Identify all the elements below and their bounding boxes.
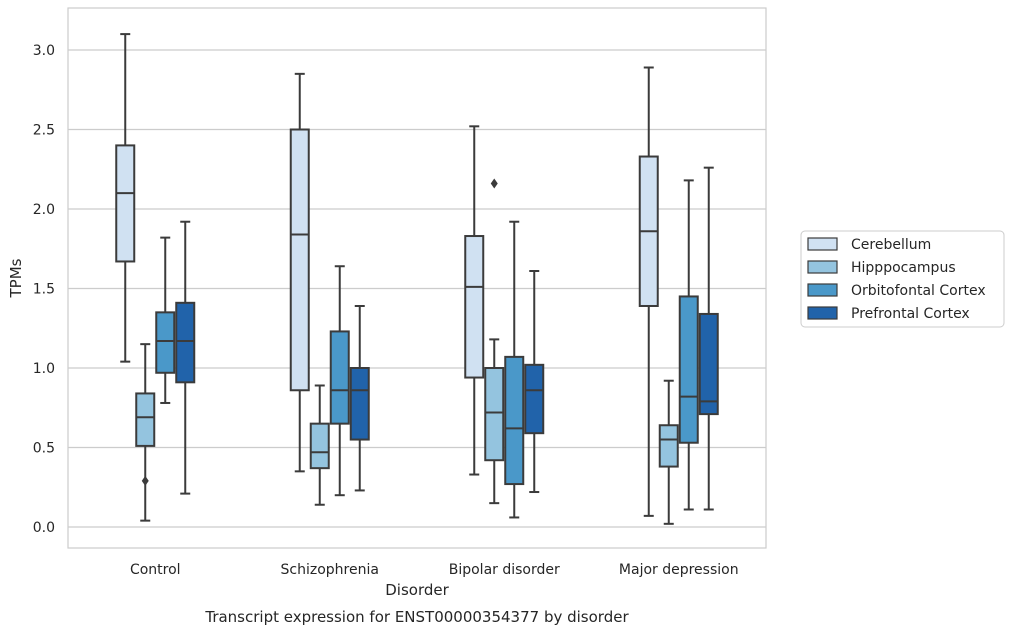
legend-item: Orbitofontal Cortex bbox=[807, 283, 986, 299]
box-group bbox=[698, 166, 719, 511]
box bbox=[349, 367, 370, 441]
legend-swatch bbox=[807, 237, 838, 251]
x-tick-label: Bipolar disorder bbox=[449, 562, 560, 578]
y-axis-label: TPMs bbox=[7, 258, 25, 298]
box bbox=[135, 392, 156, 447]
box-group bbox=[135, 343, 156, 522]
y-tick-label: 2.0 bbox=[33, 202, 55, 218]
box bbox=[329, 330, 350, 425]
box bbox=[524, 363, 545, 435]
x-tick-label: Control bbox=[130, 562, 181, 578]
box bbox=[504, 355, 525, 486]
box-group bbox=[678, 179, 699, 511]
outlier-point bbox=[490, 178, 498, 189]
box-group bbox=[524, 270, 545, 494]
box bbox=[175, 301, 196, 384]
legend-label: Prefrontal Cortex bbox=[851, 306, 970, 322]
box-group bbox=[329, 265, 350, 497]
chart-caption: Transcript expression for ENST0000035437… bbox=[204, 608, 629, 626]
outlier-point bbox=[141, 475, 149, 486]
box bbox=[678, 295, 699, 444]
box-group bbox=[504, 220, 525, 519]
y-tick-label: 3.0 bbox=[33, 43, 55, 59]
plot-frame bbox=[67, 7, 767, 549]
legend-item: Prefrontal Cortex bbox=[807, 306, 970, 322]
y-tick-label: 0.5 bbox=[33, 441, 55, 457]
box-group bbox=[658, 379, 679, 525]
box-group bbox=[289, 72, 310, 473]
box bbox=[309, 422, 330, 470]
y-tick-label: 1.0 bbox=[33, 361, 55, 377]
x-tick-label: Major depression bbox=[619, 562, 739, 578]
x-tick-label: Schizophrenia bbox=[281, 562, 379, 578]
box-group bbox=[115, 33, 136, 363]
legend-swatch bbox=[807, 306, 838, 320]
box bbox=[464, 235, 485, 379]
y-tick-label: 2.5 bbox=[33, 123, 55, 139]
y-axis: 0.0 0.5 1.0 1.5 2.0 2.5 3.0 bbox=[33, 43, 55, 536]
legend: Cerebellum Hipppocampus Orbitofontal Corte… bbox=[800, 230, 1005, 328]
legend-label: Cerebellum bbox=[851, 237, 931, 253]
box bbox=[484, 367, 505, 462]
box bbox=[289, 128, 310, 392]
legend-label: Orbitofontal Cortex bbox=[851, 283, 986, 299]
legend-item: Hipppocampus bbox=[807, 260, 956, 276]
legend-frame bbox=[800, 230, 1005, 328]
box-group bbox=[349, 304, 370, 492]
box bbox=[698, 312, 719, 416]
boxes bbox=[115, 33, 719, 525]
box-group bbox=[175, 220, 196, 495]
x-axis-label: Disorder bbox=[385, 581, 449, 599]
box bbox=[115, 144, 136, 263]
box-group bbox=[638, 66, 659, 517]
legend-item: Cerebellum bbox=[807, 237, 931, 253]
legend-swatch bbox=[807, 260, 838, 274]
y-tick-label: 1.5 bbox=[33, 282, 55, 298]
box-group bbox=[155, 236, 176, 404]
box-group bbox=[484, 178, 505, 505]
box bbox=[658, 424, 679, 468]
box-group bbox=[464, 125, 485, 476]
box bbox=[155, 311, 176, 374]
x-axis: Control Schizophrenia Bipolar disorder Majo… bbox=[130, 562, 739, 578]
legend-swatch bbox=[807, 283, 838, 297]
box-group bbox=[309, 384, 330, 506]
legend-label: Hipppocampus bbox=[851, 260, 956, 276]
y-tick-label: 0.0 bbox=[33, 520, 55, 536]
